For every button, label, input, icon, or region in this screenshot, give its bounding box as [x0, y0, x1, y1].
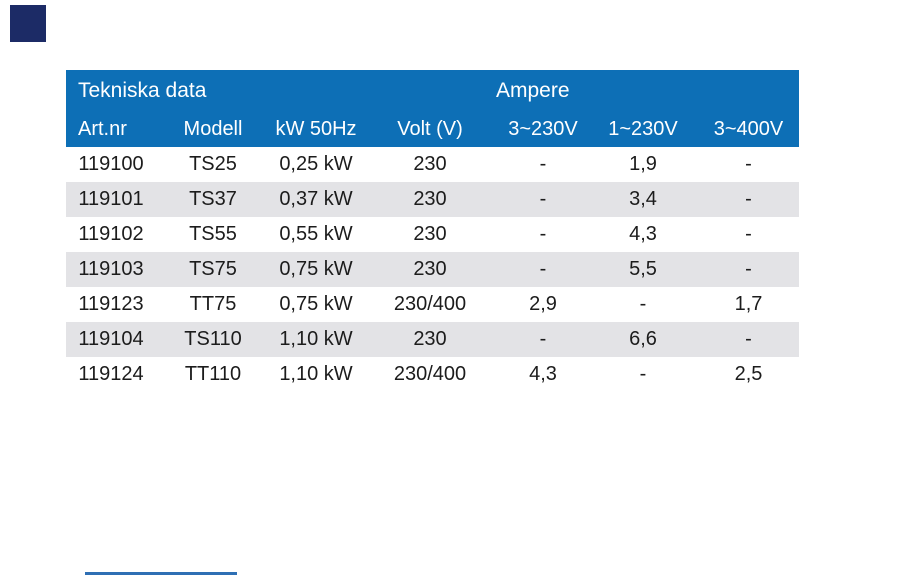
- cell-a1-230: 1,9: [629, 153, 657, 175]
- tekniska-data-table: Tekniska data Ampere Art.nr Modell kW 50…: [66, 70, 799, 392]
- cell-modell: TT110: [184, 363, 242, 385]
- cell-a1-230: 3,4: [629, 188, 657, 210]
- cell-a1-230: -: [639, 293, 647, 315]
- cell-a3-230: -: [539, 223, 547, 245]
- cell-a3-230: 2,9: [529, 293, 557, 315]
- cell-a3-230: 4,3: [529, 363, 557, 385]
- cell-artnr: 119102: [78, 223, 144, 245]
- cell-a3-230: -: [539, 188, 547, 210]
- cell-volt: 230: [413, 223, 447, 245]
- cell-kw: 0,55 kW: [279, 223, 353, 245]
- cell-a3-230: -: [539, 153, 547, 175]
- cell-kw: 0,25 kW: [279, 153, 353, 175]
- cell-modell: TS37: [189, 188, 237, 210]
- table-row: 119123 TT75 0,75 kW 230/400 2,9 - 1,7: [66, 287, 799, 322]
- table-row: 119104 TS110 1,10 kW 230 - 6,6 -: [66, 322, 799, 357]
- cell-artnr: 119101: [78, 188, 144, 210]
- cell-a3-230: -: [539, 258, 547, 280]
- cell-a3-230: -: [539, 328, 547, 350]
- cell-a1-230: 6,6: [629, 328, 657, 350]
- cell-artnr: 119104: [78, 328, 144, 350]
- table-row: 119101 TS37 0,37 kW 230 - 3,4 -: [66, 182, 799, 217]
- column-header-artnr: Art.nr: [78, 117, 127, 140]
- cell-kw: 0,75 kW: [279, 258, 353, 280]
- cell-kw: 0,37 kW: [279, 188, 353, 210]
- column-header-volt: Volt (V): [397, 117, 463, 140]
- cell-a1-230: 4,3: [629, 223, 657, 245]
- table-title: Tekniska data: [78, 78, 207, 102]
- column-header-kw: kW 50Hz: [275, 117, 357, 140]
- column-header-3-230v: 3~230V: [508, 117, 578, 140]
- table-row: 119100 TS25 0,25 kW 230 - 1,9 -: [66, 147, 799, 182]
- cell-modell: TS75: [189, 258, 237, 280]
- cell-artnr: 119103: [78, 258, 144, 280]
- cell-volt: 230/400: [393, 293, 467, 315]
- cell-a3-400: -: [745, 188, 752, 210]
- table-row: 119124 TT110 1,10 kW 230/400 4,3 - 2,5: [66, 357, 799, 392]
- column-header-1-230v: 1~230V: [608, 117, 678, 140]
- cell-artnr: 119124: [78, 363, 144, 385]
- ampere-group-header: Ampere: [496, 78, 570, 102]
- cell-a3-400: -: [745, 223, 752, 245]
- table-header: Tekniska data Ampere Art.nr Modell kW 50…: [66, 70, 799, 147]
- corner-logo-square: [10, 5, 46, 42]
- table-row: 119103 TS75 0,75 kW 230 - 5,5 -: [66, 252, 799, 287]
- cell-a1-230: -: [639, 363, 647, 385]
- column-header-modell: Modell: [183, 117, 243, 140]
- cell-volt: 230: [413, 258, 447, 280]
- cell-artnr: 119123: [78, 293, 144, 315]
- cell-volt: 230: [413, 153, 447, 175]
- cell-a3-400: 2,5: [734, 363, 763, 385]
- cell-a3-400: 1,7: [734, 293, 763, 315]
- cell-modell: TS25: [189, 153, 237, 175]
- cell-a3-400: -: [745, 258, 752, 280]
- column-header-row: Art.nr Modell kW 50Hz Volt (V) 3~230V 1~…: [66, 111, 799, 147]
- cell-modell: TT75: [189, 293, 237, 315]
- table-row: 119102 TS55 0,55 kW 230 - 4,3 -: [66, 217, 799, 252]
- cell-modell: TS110: [184, 328, 242, 350]
- cell-kw: 1,10 kW: [279, 363, 353, 385]
- cell-volt: 230/400: [393, 363, 467, 385]
- cell-a1-230: 5,5: [629, 258, 657, 280]
- column-header-3-400v: 3~400V: [713, 117, 784, 140]
- cell-kw: 0,75 kW: [279, 293, 353, 315]
- cell-kw: 1,10 kW: [279, 328, 353, 350]
- cell-artnr: 119100: [78, 153, 144, 175]
- cell-volt: 230: [413, 188, 447, 210]
- cell-modell: TS55: [189, 223, 237, 245]
- cell-a3-400: -: [745, 328, 752, 350]
- cell-volt: 230: [413, 328, 447, 350]
- table-title-row: Tekniska data Ampere: [66, 70, 799, 111]
- footer-accent-line: [85, 572, 237, 575]
- cell-a3-400: -: [745, 153, 752, 175]
